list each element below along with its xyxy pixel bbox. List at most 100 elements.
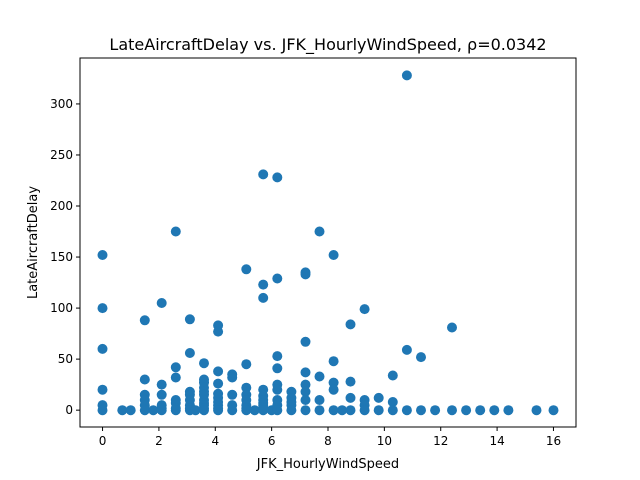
data-point xyxy=(227,372,238,383)
data-point xyxy=(300,386,311,397)
y-tick-label: 50 xyxy=(58,352,73,366)
data-point xyxy=(199,405,209,416)
data-point xyxy=(300,367,311,378)
data-point xyxy=(272,273,283,284)
data-point xyxy=(359,304,370,315)
data-point xyxy=(170,226,181,237)
y-tick-label: 150 xyxy=(50,250,73,264)
data-point xyxy=(156,379,167,390)
data-point xyxy=(314,226,325,237)
data-point xyxy=(139,374,150,385)
data-point xyxy=(241,359,252,370)
data-point xyxy=(272,405,283,416)
data-point xyxy=(286,405,297,416)
data-point xyxy=(345,376,356,387)
data-point xyxy=(139,315,150,326)
data-point xyxy=(300,379,311,390)
data-point xyxy=(328,377,339,388)
data-point xyxy=(548,405,559,416)
data-point xyxy=(416,352,426,363)
data-point xyxy=(213,326,224,337)
data-point xyxy=(328,356,339,367)
data-point xyxy=(156,405,167,416)
data-point xyxy=(249,405,260,416)
x-axis-label: JFK_HourlyWindSpeed xyxy=(256,457,399,472)
data-point xyxy=(373,405,384,416)
data-point xyxy=(300,405,311,416)
data-point xyxy=(328,250,339,260)
data-point xyxy=(148,405,159,416)
data-point xyxy=(170,405,181,416)
data-point xyxy=(213,378,224,389)
x-axis: 0 2 4 6 8 10 12 14 16 xyxy=(99,427,561,448)
data-point xyxy=(213,405,224,416)
data-point xyxy=(227,389,238,400)
data-point xyxy=(213,366,224,377)
y-tick-label: 0 xyxy=(65,403,73,417)
data-point xyxy=(272,384,283,395)
y-tick-label: 300 xyxy=(50,97,73,111)
data-point xyxy=(345,392,356,403)
data-point xyxy=(227,405,238,416)
data-point xyxy=(461,405,472,416)
data-point xyxy=(337,405,348,416)
y-tick-label: 250 xyxy=(50,148,73,162)
data-point xyxy=(272,172,283,183)
data-point xyxy=(314,405,325,416)
data-point xyxy=(139,405,150,416)
data-point xyxy=(97,250,108,260)
data-point xyxy=(401,405,412,416)
data-point xyxy=(416,405,426,416)
data-point xyxy=(184,348,195,358)
data-point xyxy=(447,405,457,416)
x-tick-label: 16 xyxy=(546,434,561,448)
y-tick-label: 200 xyxy=(50,199,73,213)
data-point xyxy=(97,405,108,416)
x-tick-label: 12 xyxy=(433,434,448,448)
data-point xyxy=(387,370,398,381)
data-point xyxy=(97,343,108,354)
data-point xyxy=(125,405,136,416)
data-point xyxy=(97,303,108,314)
data-point xyxy=(300,395,311,405)
data-point xyxy=(156,389,167,400)
data-point xyxy=(359,405,370,416)
data-point xyxy=(345,405,356,416)
data-point xyxy=(387,405,398,416)
data-point xyxy=(475,405,486,416)
data-point xyxy=(373,392,384,403)
x-tick-label: 10 xyxy=(377,434,392,448)
data-point xyxy=(300,336,311,347)
data-point xyxy=(272,351,283,362)
chart-title: LateAircraftDelay vs. JFK_HourlyWindSpee… xyxy=(109,35,546,55)
data-point xyxy=(156,298,167,308)
data-point xyxy=(199,358,209,369)
data-points xyxy=(97,70,559,416)
data-point xyxy=(300,269,311,280)
data-point xyxy=(258,292,269,303)
data-point xyxy=(272,363,283,374)
data-point xyxy=(170,372,181,383)
data-point xyxy=(258,279,269,290)
data-point xyxy=(170,362,181,373)
data-point xyxy=(531,405,542,416)
data-point xyxy=(258,169,269,180)
x-tick-label: 8 xyxy=(324,434,332,448)
data-point xyxy=(241,264,252,275)
data-point xyxy=(489,405,500,416)
data-point xyxy=(241,382,252,393)
data-point xyxy=(97,384,108,395)
y-tick-label: 100 xyxy=(50,301,73,315)
data-point xyxy=(328,405,339,416)
data-point xyxy=(401,70,412,81)
data-point xyxy=(387,397,398,407)
data-point xyxy=(190,405,201,416)
data-point xyxy=(447,322,457,333)
data-point xyxy=(314,371,325,382)
x-tick-label: 6 xyxy=(268,434,276,448)
data-point xyxy=(503,405,514,416)
data-point xyxy=(314,395,325,405)
data-point xyxy=(328,384,339,395)
y-axis-label: LateAircraftDelay xyxy=(26,186,41,299)
